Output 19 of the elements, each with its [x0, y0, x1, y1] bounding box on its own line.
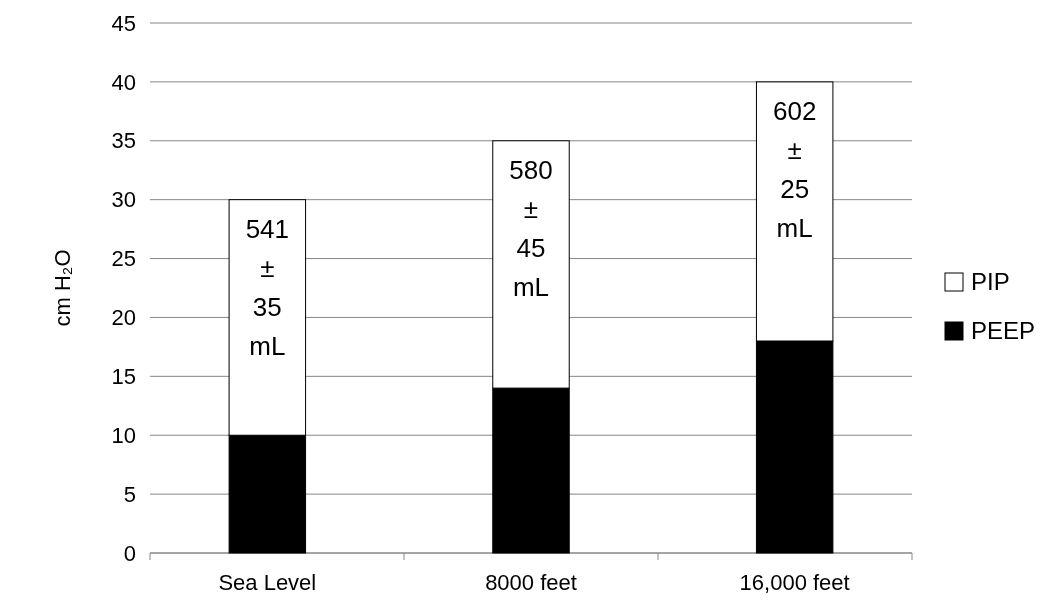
y-tick-label: 25	[111, 246, 136, 272]
y-tick-label: 0	[123, 540, 136, 566]
y-tick-label: 45	[111, 10, 136, 36]
legend-label: PIP	[971, 268, 1010, 296]
annotation: 541 ± 35 mL	[245, 213, 290, 361]
annotation: 580 ± 45 mL	[509, 154, 553, 302]
y-axis-title: cm H₂O	[50, 249, 75, 327]
y-tick-label: 40	[111, 69, 136, 95]
x-tick-label: 8000 feet	[485, 570, 577, 595]
legend-label: PEEP	[971, 317, 1036, 345]
y-tick-label: 10	[111, 422, 136, 448]
y-tick-label: 35	[111, 128, 136, 154]
y-tick-label: 15	[111, 364, 136, 390]
y-tick-label: 30	[111, 187, 136, 213]
y-tick-label: 5	[123, 481, 136, 507]
x-tick-label: 16,000 feet	[739, 570, 850, 595]
annotation: 602 ± 25 mL	[772, 95, 817, 243]
x-tick-label: Sea Level	[218, 570, 317, 595]
y-tick-label: 20	[111, 305, 136, 331]
